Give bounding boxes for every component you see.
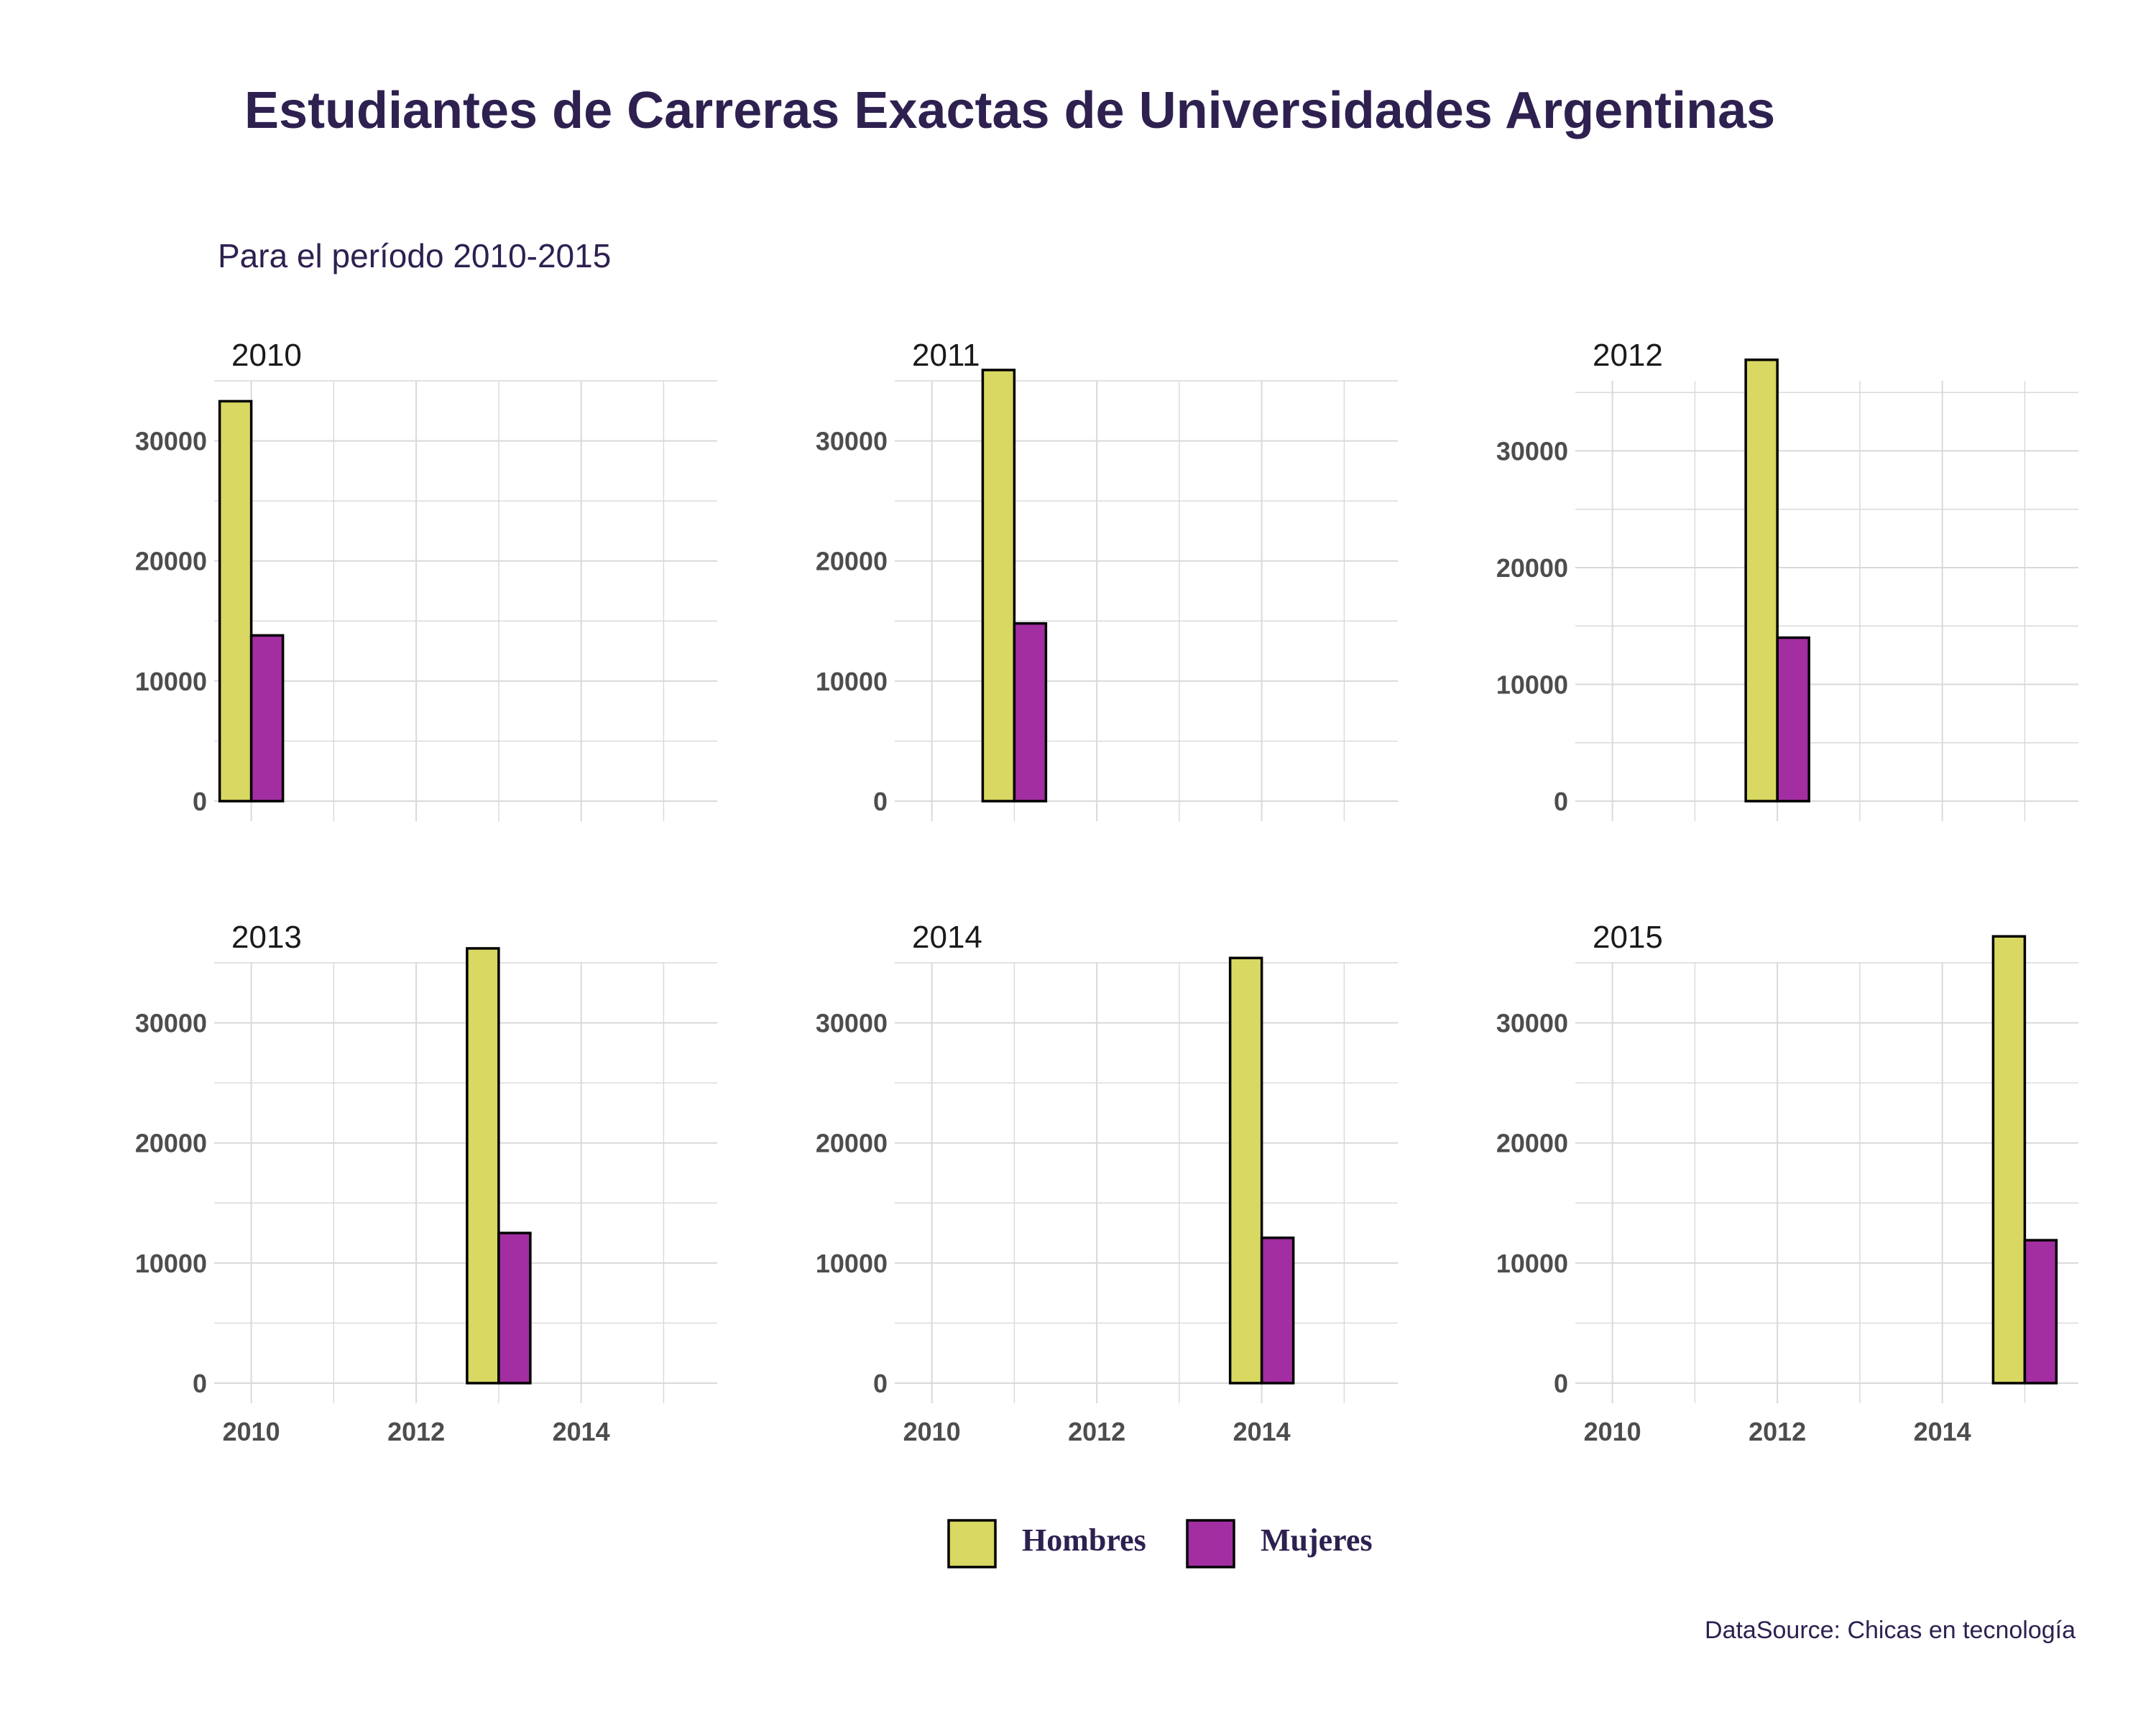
x-tick-label: 2010 [903, 1417, 961, 1446]
legend-label-mujeres: Mujeres [1261, 1523, 1373, 1558]
y-tick-label: 20000 [135, 1129, 207, 1158]
y-tick-label: 0 [193, 1369, 207, 1398]
bar-hombres [1228, 956, 1263, 1385]
bar-hombres [1744, 359, 1779, 803]
y-tick-label: 30000 [816, 427, 888, 456]
legend-key-mujeres [1186, 1519, 1235, 1568]
y-tick-label: 10000 [135, 667, 207, 696]
y-tick-label: 30000 [135, 1009, 207, 1038]
y-tick-label: 20000 [816, 1129, 888, 1158]
bar-hombres [1991, 935, 2027, 1385]
y-tick-label: 10000 [135, 1249, 207, 1278]
bar-mujeres [2023, 1239, 2058, 1385]
y-tick-label: 10000 [816, 1249, 888, 1278]
facet-strip-label: 2012 [1593, 338, 1663, 373]
y-tick-label: 0 [193, 787, 207, 816]
x-tick-label: 2012 [1068, 1417, 1125, 1446]
facet-strip-label: 2014 [912, 920, 982, 955]
y-tick-label: 10000 [1496, 670, 1568, 700]
y-tick-label: 20000 [135, 547, 207, 576]
facet-panel-2015: 0 10000 20000 30000 2010 2012 2014 2015 [1496, 920, 2078, 1446]
bar-mujeres [497, 1232, 532, 1385]
facet-panel-2010: 0 10000 20000 30000 2010 [135, 338, 717, 821]
chart-caption: DataSource: Chicas en tecnología [1705, 1617, 2076, 1644]
x-tick-label: 2012 [1749, 1417, 1806, 1446]
y-tick-label: 0 [873, 1369, 888, 1398]
y-tick-label: 30000 [1496, 437, 1568, 466]
y-tick-label: 30000 [135, 427, 207, 456]
x-tick-label: 2014 [553, 1417, 610, 1446]
x-tick-label: 2010 [223, 1417, 280, 1446]
y-tick-label: 10000 [816, 667, 888, 696]
x-tick-label: 2010 [1584, 1417, 1641, 1446]
facet-strip-label: 2015 [1593, 920, 1663, 955]
x-tick-label: 2014 [1914, 1417, 1971, 1446]
y-tick-label: 30000 [1496, 1009, 1568, 1038]
legend-label-hombres: Hombres [1022, 1523, 1146, 1558]
bar-hombres [981, 369, 1016, 803]
x-tick-label: 2012 [387, 1417, 445, 1446]
facet-panel-2014: 0 10000 20000 30000 2010 2012 2014 2014 [816, 920, 1398, 1446]
facet-strip-label: 2010 [231, 338, 302, 373]
facet-strip-label: 2013 [231, 920, 302, 955]
chart-subtitle: Para el período 2010-2015 [218, 237, 611, 274]
y-tick-label: 10000 [1496, 1249, 1568, 1278]
facet-panel-2012: 0 10000 20000 30000 2012 [1496, 338, 2078, 821]
bar-mujeres [1013, 622, 1048, 803]
bar-mujeres [1260, 1237, 1295, 1385]
bar-hombres [218, 399, 253, 803]
x-tick-label: 2014 [1233, 1417, 1291, 1446]
bar-hombres [466, 947, 500, 1385]
chart-title: Estudiantes de Carreras Exactas de Unive… [244, 82, 1775, 139]
facet-strip-label: 2011 [912, 338, 980, 373]
facet-panel-2011: 0 10000 20000 30000 2011 [816, 338, 1398, 821]
y-tick-label: 20000 [1496, 553, 1568, 583]
bar-mujeres [1776, 636, 1810, 803]
bar-mujeres [249, 634, 285, 803]
legend-key-hombres [947, 1519, 997, 1568]
y-tick-label: 0 [873, 787, 888, 816]
facet-panels: 0 10000 20000 30000 2010 0 10000 20000 30000 2011… [135, 338, 2078, 1446]
y-tick-label: 30000 [816, 1009, 888, 1038]
facet-panel-2013: 0 10000 20000 30000 2010 2012 2014 2013 [135, 920, 717, 1446]
legend: Hombres Mujeres [947, 1519, 1373, 1568]
y-tick-label: 0 [1554, 787, 1568, 816]
y-tick-label: 0 [1554, 1369, 1568, 1398]
y-tick-label: 20000 [816, 547, 888, 576]
y-tick-label: 20000 [1496, 1129, 1568, 1158]
